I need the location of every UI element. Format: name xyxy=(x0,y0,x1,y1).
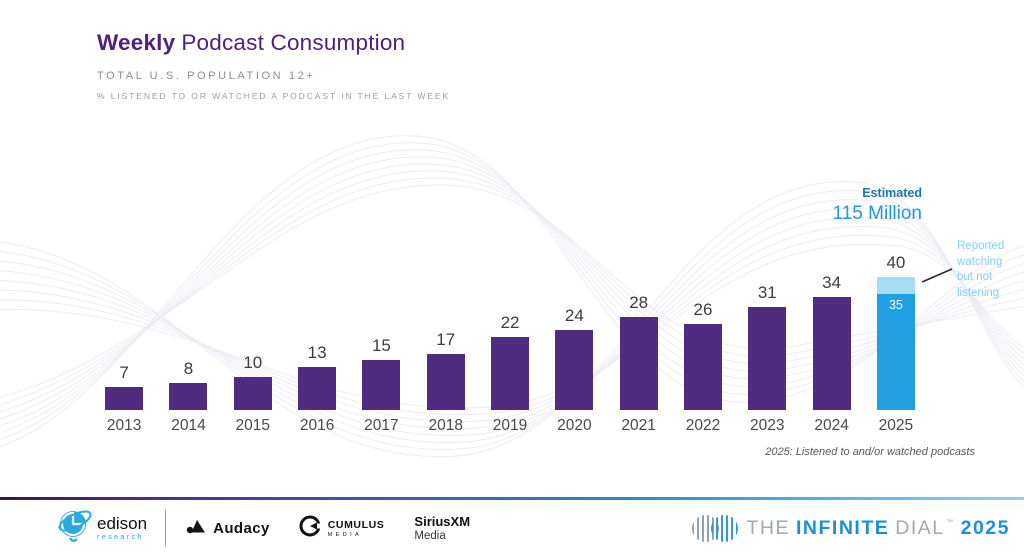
bar-2013 xyxy=(105,387,144,410)
bar-value-label: 7 xyxy=(119,363,129,382)
cumulus-name: CUMULUS xyxy=(327,518,385,531)
dial-the: THE xyxy=(746,516,790,539)
header: Weekly Podcast Consumption TOTAL U.S. POP… xyxy=(97,30,450,101)
bar-2025-watched-segment xyxy=(876,277,915,294)
year-label: 2015 xyxy=(235,417,271,434)
bar-2025-listened-segment: 35 xyxy=(876,294,915,410)
chart-column-2020: 24 2020 xyxy=(542,230,606,435)
estimated-label: Estimated xyxy=(862,186,922,200)
bar-2022 xyxy=(683,324,722,410)
watching-note: Reported watching but not listening xyxy=(957,240,1005,299)
bar-2015 xyxy=(233,377,272,410)
year-label: 2022 xyxy=(685,417,721,434)
bar-2023 xyxy=(748,307,787,410)
year-label: 2017 xyxy=(364,417,399,434)
dial-infinite: INFINITE xyxy=(796,516,890,539)
audacy-icon xyxy=(186,517,206,539)
year-label: 2013 xyxy=(106,417,142,434)
cumulus-icon xyxy=(298,514,322,543)
chart-footnote: 2025: Listened to and/or watched podcast… xyxy=(765,446,975,458)
chart-column-2025: 40 35 2025 xyxy=(864,230,928,435)
bar-value-label: 15 xyxy=(371,336,391,355)
chart-column-2013: 7 2013 xyxy=(92,230,156,435)
dial-trademark: ™ xyxy=(946,518,955,526)
footer-content: edison research Audacy xyxy=(0,500,1024,556)
population-subtitle: TOTAL U.S. POPULATION 12+ xyxy=(97,70,316,82)
chart-column-2024: 34 2024 xyxy=(799,230,863,435)
bar-2016 xyxy=(298,367,337,410)
bar-2024 xyxy=(812,297,851,410)
chart-column-2021: 28 2021 xyxy=(607,230,671,435)
siriusxm-sub: Media xyxy=(414,530,446,542)
year-label: 2018 xyxy=(428,417,463,434)
footer: edison research Audacy xyxy=(0,497,1024,556)
cumulus-wordmark: CUMULUS MEDIA xyxy=(328,519,385,538)
year-label: 2020 xyxy=(557,417,592,434)
chart-column-2018: 17 2018 xyxy=(414,230,478,435)
cumulus-media-logo: CUMULUS MEDIA xyxy=(298,514,385,543)
chart-column-2017: 15 2017 xyxy=(349,230,413,435)
audacy-logo: Audacy xyxy=(186,517,270,539)
footer-separator xyxy=(165,510,167,546)
year-label: 2025 xyxy=(878,417,914,434)
chart-column-2014: 8 2014 xyxy=(156,230,220,435)
year-label: 2021 xyxy=(621,417,656,434)
infinite-dial-wordmark: THE INFINITE DIAL ™ 2025 xyxy=(747,517,1011,540)
year-label: 2024 xyxy=(814,417,849,434)
bar-2025: 35 xyxy=(876,277,915,410)
chart-column-2016: 13 2016 xyxy=(285,230,349,435)
audacy-name: Audacy xyxy=(213,519,270,537)
bar-2025-inner-value: 35 xyxy=(888,298,903,312)
bar-value-label: 26 xyxy=(693,300,713,319)
page-title-bold: Weekly xyxy=(97,30,176,55)
page-title: Weekly Podcast Consumption xyxy=(97,30,450,56)
year-label: 2019 xyxy=(492,417,528,434)
bar-2020 xyxy=(555,330,594,410)
bar-chart: 7 2013 8 2014 10 2015 13 2016 15 2017 17 2018 22 2019… xyxy=(92,230,928,435)
year-label: 2023 xyxy=(750,417,785,434)
infinity-striped-icon xyxy=(691,514,738,542)
bar-value-label: 13 xyxy=(307,343,327,362)
year-label: 2014 xyxy=(171,417,206,434)
edison-research-logo: edison research xyxy=(55,505,147,552)
footer-gradient-divider xyxy=(0,497,1024,500)
bar-value-label: 24 xyxy=(564,306,584,325)
edison-name: edison xyxy=(97,513,148,533)
edison-sub: research xyxy=(97,531,144,541)
bar-2019 xyxy=(491,337,530,410)
edison-wordmark: edison research xyxy=(97,513,148,541)
bar-value-label: 31 xyxy=(757,283,777,302)
year-label: 2016 xyxy=(299,417,335,434)
edison-planet-icon xyxy=(55,505,93,552)
bar-value-label: 10 xyxy=(243,353,263,372)
bar-value-label: 28 xyxy=(629,293,649,312)
bar-value-label: 8 xyxy=(183,359,194,378)
metric-description: % LISTENED TO OR WATCHED A PODCAST IN TH… xyxy=(97,91,451,101)
bar-2014 xyxy=(169,383,208,410)
dial-year: 2025 xyxy=(960,516,1010,539)
siriusxm-media-logo: SiriusXM Media xyxy=(414,514,470,542)
chart-column-2022: 26 2022 xyxy=(671,230,735,435)
chart-column-2015: 10 2015 xyxy=(221,230,285,435)
infinite-dial-logo: THE INFINITE DIAL ™ 2025 xyxy=(691,514,1011,542)
chart-column-2019: 22 2019 xyxy=(478,230,542,435)
bar-2021 xyxy=(619,317,658,410)
bar-value-label: 40 xyxy=(886,253,906,272)
dial-dial: DIAL xyxy=(895,516,945,539)
bar-2017 xyxy=(362,360,401,410)
bar-2018 xyxy=(426,354,465,410)
chart-column-2023: 31 2023 xyxy=(735,230,799,435)
siriusxm-name: SiriusXM xyxy=(414,514,471,529)
bar-value-label: 17 xyxy=(436,330,456,349)
estimated-value: 115 Million xyxy=(832,203,922,224)
bar-value-label: 34 xyxy=(822,273,842,292)
bar-value-label: 22 xyxy=(500,313,520,332)
cumulus-sub: MEDIA xyxy=(327,531,363,538)
estimated-annotation: Estimated 115 Million xyxy=(833,186,922,225)
page-title-rest: Podcast Consumption xyxy=(181,30,406,55)
